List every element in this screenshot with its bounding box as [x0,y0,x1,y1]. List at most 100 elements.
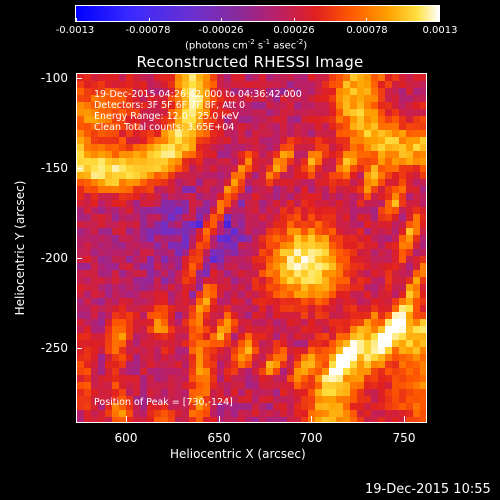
heatmap-cell [336,193,343,200]
heatmap-cell [287,193,294,200]
heatmap-cell [301,88,308,95]
heatmap-cell [140,410,147,417]
heatmap-cell [245,123,252,130]
heatmap-cell [413,347,420,354]
heatmap-cell [252,368,259,375]
heatmap-cell [364,347,371,354]
heatmap-cell [119,81,126,88]
heatmap-cell [343,214,350,221]
heatmap-cell [301,403,308,410]
heatmap-cell [84,375,91,382]
heatmap-cell [245,298,252,305]
heatmap-cell [315,382,322,389]
heatmap-cell [189,389,196,396]
heatmap-cell [238,158,245,165]
heatmap-cell [406,256,413,263]
heatmap-cell [280,291,287,298]
heatmap-cell [84,221,91,228]
heatmap-cell [217,186,224,193]
heatmap-cell [336,326,343,333]
heatmap-cell [378,361,385,368]
heatmap-cell [245,347,252,354]
heatmap-cell [315,81,322,88]
heatmap-cell [378,305,385,312]
heatmap-cell [364,214,371,221]
heatmap-cell [315,158,322,165]
heatmap-cell [217,165,224,172]
heatmap-cell [301,221,308,228]
heatmap-cell [91,193,98,200]
heatmap-cell [315,179,322,186]
heatmap-cell [273,172,280,179]
heatmap-cell [154,417,161,422]
heatmap-cell [161,221,168,228]
heatmap-cell [168,382,175,389]
heatmap-cell [203,144,210,151]
heatmap-cell [189,123,196,130]
heatmap-cell [406,389,413,396]
heatmap-cell [77,151,84,158]
heatmap-cell [378,375,385,382]
heatmap-cell [392,319,399,326]
heatmap-cell [350,95,357,102]
heatmap-cell [147,263,154,270]
heatmap-cell [133,74,140,81]
heatmap-cell [238,305,245,312]
heatmap-cell [189,333,196,340]
heatmap-cell [147,368,154,375]
heatmap-cell [147,74,154,81]
heatmap-cell [343,193,350,200]
heatmap-cell [231,305,238,312]
heatmap-cell [252,375,259,382]
heatmap-cell [91,354,98,361]
heatmap-cell [210,81,217,88]
heatmap-cell [287,263,294,270]
heatmap-cell [259,102,266,109]
heatmap-cell [336,186,343,193]
heatmap-cell [203,396,210,403]
heatmap-cell [182,151,189,158]
heatmap-cell [308,326,315,333]
heatmap-cell [252,361,259,368]
heatmap-cell [336,221,343,228]
heatmap-cell [203,88,210,95]
heatmap-cell [392,298,399,305]
heatmap-cell [196,403,203,410]
heatmap-cell [189,172,196,179]
heatmap-cell [189,298,196,305]
heatmap-cell [203,263,210,270]
heatmap-cell [301,375,308,382]
heatmap-cell [105,347,112,354]
heatmap-cell [406,102,413,109]
heatmap-cell [105,298,112,305]
heatmap-cell [98,214,105,221]
heatmap-cell [238,200,245,207]
heatmap-cell [147,214,154,221]
heatmap-cell [168,403,175,410]
heatmap-cell [329,151,336,158]
heatmap-cell [105,368,112,375]
heatmap-cell [371,123,378,130]
heatmap-cell [336,284,343,291]
heatmap-cell [329,417,336,422]
heatmap-cell [259,186,266,193]
heatmap-cell [119,179,126,186]
heatmap-cell [259,249,266,256]
heatmap-cell [392,193,399,200]
heatmap-cell [392,228,399,235]
heatmap-cell [119,410,126,417]
heatmap-cell [308,95,315,102]
heatmap-cell [378,186,385,193]
heatmap-cell [343,116,350,123]
heatmap-cell [273,130,280,137]
heatmap-cell [308,375,315,382]
heatmap-cell [308,305,315,312]
heatmap-cell [420,158,426,165]
heatmap-cell [126,389,133,396]
heatmap-cell [189,326,196,333]
heatmap-cell [210,333,217,340]
heatmap-cell [399,95,406,102]
heatmap-cell [364,88,371,95]
heatmap-cell [140,172,147,179]
heatmap-cell [196,277,203,284]
